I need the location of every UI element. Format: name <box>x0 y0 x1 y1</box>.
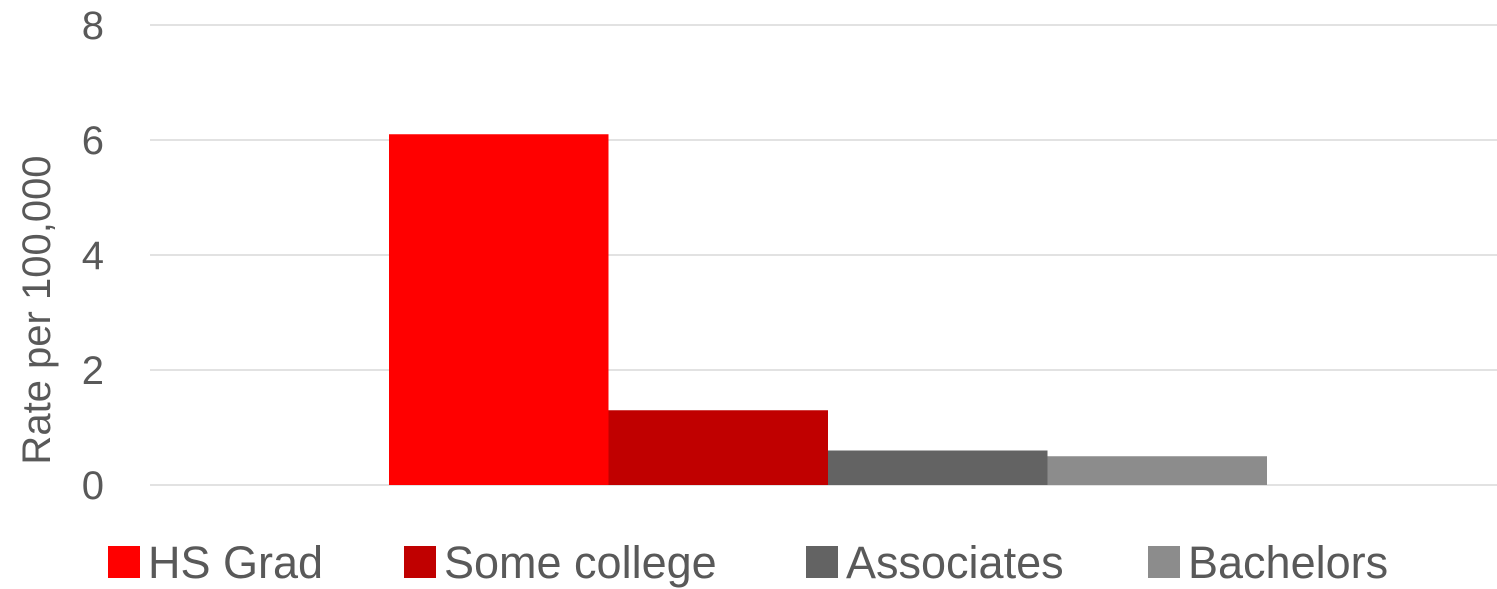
y-tick-label: 0 <box>82 464 104 508</box>
legend-label: Associates <box>846 537 1064 588</box>
legend-swatch <box>806 546 838 578</box>
legend-label: Bachelors <box>1188 537 1388 588</box>
y-axis-label: Rate per 100,000 <box>15 155 59 464</box>
y-tick-label: 4 <box>82 234 104 278</box>
y-tick-label: 6 <box>82 119 104 163</box>
legend-swatch <box>1148 546 1180 578</box>
legend: HS Grad Some college Associates Bachelors <box>108 537 1388 588</box>
gridlines <box>150 24 1497 486</box>
bar-some-college <box>608 410 828 485</box>
legend-item-some-college: Some college <box>404 537 717 588</box>
y-axis-ticks: 0 2 4 6 8 <box>82 4 104 508</box>
bar-associates <box>828 450 1048 485</box>
legend-label: Some college <box>444 537 717 588</box>
bar-bachelors <box>1047 456 1267 485</box>
bars <box>389 134 1267 485</box>
legend-item-associates: Associates <box>806 537 1064 588</box>
bar-hs-grad <box>389 134 609 485</box>
legend-label: HS Grad <box>148 537 323 588</box>
y-tick-label: 8 <box>82 4 104 48</box>
legend-item-hs-grad: HS Grad <box>108 537 323 588</box>
y-tick-label: 2 <box>82 349 104 393</box>
legend-swatch <box>404 546 436 578</box>
legend-item-bachelors: Bachelors <box>1148 537 1388 588</box>
legend-swatch <box>108 546 140 578</box>
